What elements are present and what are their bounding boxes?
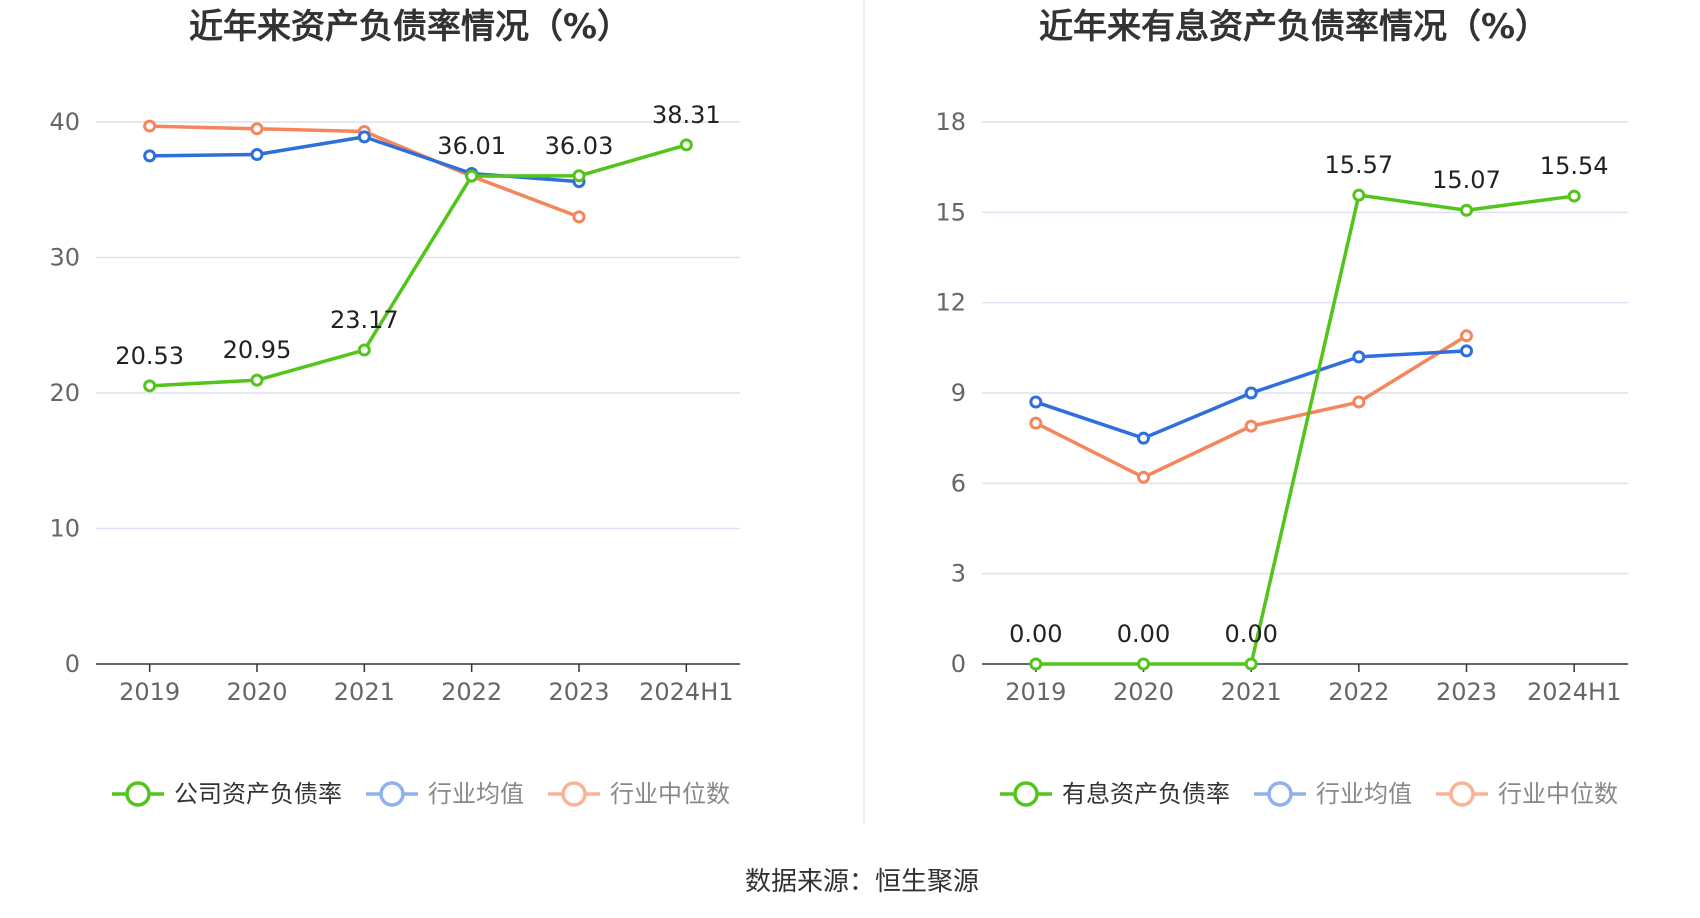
data-point[interactable] — [1137, 470, 1150, 484]
data-point[interactable] — [1244, 386, 1258, 400]
data-point[interactable] — [1137, 657, 1150, 671]
chart-title: 近年来资产负债率情况（%） — [189, 7, 631, 47]
series-line — [1035, 334, 1468, 480]
legend-label: 行业中位数 — [610, 780, 730, 808]
data-point[interactable] — [1029, 416, 1043, 430]
y-tick-label: 12 — [935, 289, 966, 317]
data-label: 38.31 — [652, 101, 721, 129]
data-point[interactable] — [1460, 203, 1473, 217]
legend-marker-icon — [125, 781, 151, 807]
data-source: 数据来源：恒生聚源 — [745, 867, 979, 897]
data-label: 15.07 — [1432, 166, 1501, 194]
series-0: 0.00 0.00 0.00 15.57 15.07 15.54 — [1009, 151, 1609, 671]
data-point[interactable] — [250, 373, 264, 387]
data-label: 20.95 — [223, 336, 292, 364]
y-tick-label: 18 — [935, 108, 966, 136]
data-point[interactable] — [679, 138, 693, 152]
legend-item[interactable]: 行业中位数 — [548, 780, 730, 808]
y-tick-label: 9 — [951, 379, 966, 407]
y-tick-label: 3 — [951, 560, 966, 588]
data-point[interactable] — [1029, 395, 1043, 409]
data-point[interactable] — [1352, 395, 1366, 409]
legend-label: 有息资产负债率 — [1062, 780, 1230, 808]
data-label: 15.57 — [1324, 151, 1393, 179]
data-point[interactable] — [1244, 657, 1258, 671]
chart-title: 近年来有息资产负债率情况（%） — [1039, 7, 1549, 47]
x-tick-label: 2021 — [1221, 678, 1282, 706]
legend-marker-icon — [1013, 781, 1039, 807]
data-label: 23.17 — [330, 306, 399, 334]
series-line — [1035, 193, 1575, 666]
x-tick-label: 2023 — [548, 678, 609, 706]
x-tick-label: 2020 — [1113, 678, 1174, 706]
data-point[interactable] — [1460, 329, 1473, 343]
data-point[interactable] — [465, 169, 479, 183]
data-point[interactable] — [357, 343, 371, 357]
series-0: 20.53 20.95 23.17 36.01 36.03 38.31 — [115, 101, 721, 393]
x-tick-label: 2022 — [1328, 678, 1389, 706]
legend-label: 行业均值 — [1316, 780, 1412, 808]
x-tick-label: 2021 — [334, 678, 395, 706]
data-point[interactable] — [143, 119, 157, 133]
legend-label: 公司资产负债率 — [174, 780, 342, 808]
y-tick-label: 30 — [49, 244, 80, 272]
data-label: 36.01 — [437, 132, 506, 160]
legend-item[interactable]: 行业均值 — [366, 780, 524, 808]
data-point[interactable] — [572, 169, 586, 183]
x-tick-label: 2024H1 — [1527, 678, 1621, 706]
legend-label: 行业中位数 — [1498, 780, 1618, 808]
x-tick-label: 2022 — [441, 678, 502, 706]
data-point[interactable] — [1352, 188, 1366, 202]
series-1 — [143, 130, 586, 189]
data-point[interactable] — [143, 379, 157, 393]
legend-item[interactable]: 行业均值 — [1254, 780, 1412, 808]
data-label: 15.54 — [1540, 152, 1609, 180]
data-label: 0.00 — [1224, 620, 1277, 648]
legend-item[interactable]: 有息资产负债率 — [1000, 780, 1230, 808]
x-tick-label: 2019 — [1005, 678, 1066, 706]
data-point[interactable] — [1244, 419, 1258, 433]
data-label: 36.03 — [545, 132, 614, 160]
data-point[interactable] — [357, 130, 371, 144]
series-1 — [1029, 344, 1473, 445]
y-tick-label: 20 — [49, 379, 80, 407]
y-tick-label: 6 — [951, 469, 966, 497]
y-tick-label: 40 — [49, 108, 80, 136]
series-line — [149, 143, 687, 388]
legend-marker-icon — [379, 781, 405, 807]
legend-marker-icon — [1267, 781, 1293, 807]
data-point[interactable] — [1352, 350, 1366, 364]
chart-left: 近年来资产负债率情况（%） 0 10 20 30 40 2019 2020 2021 2022 20… — [49, 7, 740, 808]
y-tick-label: 15 — [935, 198, 966, 226]
x-tick-label: 2024H1 — [639, 678, 733, 706]
y-tick-label: 0 — [65, 650, 80, 678]
y-tick-label: 0 — [951, 650, 966, 678]
x-tick-label: 2023 — [1436, 678, 1497, 706]
data-label: 20.53 — [115, 342, 184, 370]
data-point[interactable] — [1137, 431, 1150, 445]
data-point[interactable] — [250, 148, 264, 162]
y-tick-label: 10 — [49, 515, 80, 543]
x-tick-label: 2019 — [119, 678, 180, 706]
data-point[interactable] — [250, 122, 264, 136]
data-point[interactable] — [572, 210, 586, 224]
data-point[interactable] — [1460, 344, 1473, 358]
data-label: 0.00 — [1117, 620, 1170, 648]
data-point[interactable] — [143, 149, 157, 163]
series-2 — [1029, 329, 1473, 484]
chart-right: 近年来有息资产负债率情况（%） 0 3 6 9 12 15 18 2019 2020 2021 202… — [935, 7, 1628, 808]
legend-item[interactable]: 公司资产负债率 — [112, 780, 342, 808]
legend-marker-icon — [561, 781, 587, 807]
data-point[interactable] — [1029, 657, 1043, 671]
legend-marker-icon — [1449, 781, 1475, 807]
data-point[interactable] — [1567, 189, 1581, 203]
legend-label: 行业均值 — [428, 780, 524, 808]
x-tick-label: 2020 — [226, 678, 287, 706]
data-label: 0.00 — [1009, 620, 1062, 648]
legend-item[interactable]: 行业中位数 — [1436, 780, 1618, 808]
